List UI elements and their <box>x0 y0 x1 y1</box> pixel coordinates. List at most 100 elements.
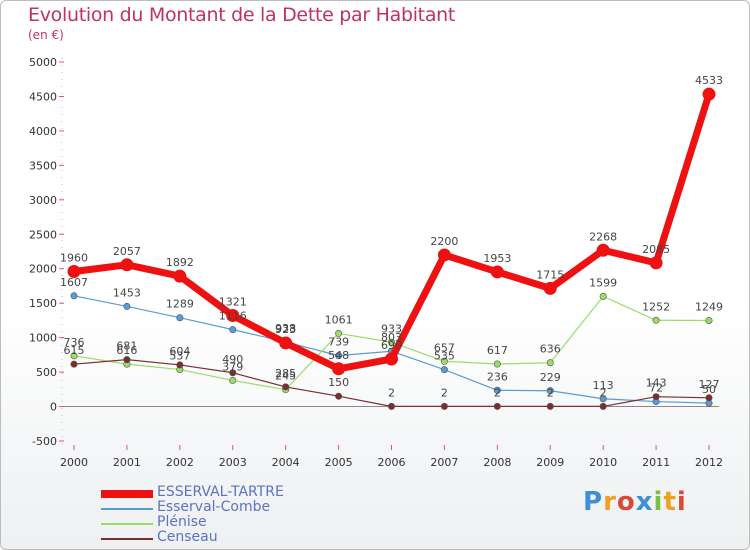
y-tick-label: 500 <box>36 366 57 379</box>
data-point <box>546 387 554 395</box>
x-tick-label: 2004 <box>272 456 300 469</box>
y-tick-label: 2000 <box>29 263 57 276</box>
data-point <box>599 402 607 410</box>
x-tick-label: 2001 <box>113 456 141 469</box>
data-label: 2 <box>600 386 607 399</box>
data-point <box>123 302 131 310</box>
data-label: 2 <box>547 386 554 399</box>
data-label: 113 <box>593 379 614 392</box>
data-point <box>493 386 501 394</box>
legend-swatch <box>101 523 153 525</box>
legend-label: Plénise <box>157 514 207 530</box>
data-label: 379 <box>222 360 243 373</box>
data-label: 1715 <box>536 268 564 281</box>
data-label: 1607 <box>60 276 88 289</box>
data-point <box>702 87 716 101</box>
y-tick-label: 1000 <box>29 332 57 345</box>
data-label: 615 <box>64 344 85 357</box>
data-label: 1252 <box>642 300 670 313</box>
data-label: 803 <box>381 331 402 344</box>
x-tick-label: 2011 <box>642 456 670 469</box>
data-point <box>546 402 554 410</box>
data-point <box>387 402 395 410</box>
data-label: 72 <box>649 382 663 395</box>
data-label: 2085 <box>642 243 670 256</box>
data-label: 739 <box>328 336 349 349</box>
legend: ESSERVAL-TARTRE Esserval-Combe Plénise Cens… <box>101 484 401 547</box>
data-label: 229 <box>540 371 561 384</box>
data-label: 285 <box>275 367 296 380</box>
data-point <box>176 314 184 322</box>
data-point <box>546 359 554 367</box>
data-point <box>335 329 343 337</box>
data-point <box>282 383 290 391</box>
data-point <box>279 336 293 350</box>
data-label: 1953 <box>483 252 511 265</box>
data-label: 2268 <box>589 230 617 243</box>
data-point <box>440 402 448 410</box>
data-point <box>705 394 713 402</box>
data-point <box>649 256 663 270</box>
data-label: 490 <box>222 353 243 366</box>
data-label: 604 <box>169 345 190 358</box>
y-tick-label: 4500 <box>29 90 57 103</box>
data-label: 1599 <box>589 276 617 289</box>
data-point <box>387 338 395 346</box>
proxiti-logo: Proxiti <box>583 487 687 517</box>
data-point <box>335 352 343 360</box>
data-point <box>123 356 131 364</box>
data-label: 548 <box>328 349 349 362</box>
legend-label: ESSERVAL-TARTRE <box>157 484 284 500</box>
x-tick-label: 2000 <box>60 456 88 469</box>
data-label: 2 <box>494 386 501 399</box>
data-point <box>705 316 713 324</box>
data-point <box>229 376 237 384</box>
data-label: 2 <box>441 386 448 399</box>
data-label: 150 <box>328 376 349 389</box>
legend-label: Censeau <box>157 529 218 545</box>
legend-swatch <box>101 490 153 498</box>
data-point <box>70 352 78 360</box>
y-tick-label: 0 <box>50 401 57 414</box>
data-label: 933 <box>381 322 402 335</box>
data-point <box>120 258 134 272</box>
data-label: 690 <box>381 339 402 352</box>
data-label: 50 <box>702 383 716 396</box>
legend-swatch <box>101 538 153 540</box>
data-label: 143 <box>646 377 667 390</box>
y-tick-label: 1500 <box>29 297 57 310</box>
data-label: 1249 <box>695 300 723 313</box>
data-label: 2057 <box>113 245 141 258</box>
legend-item: Esserval-Combe <box>101 499 401 517</box>
data-label: 4533 <box>695 74 723 87</box>
legend-label: Esserval-Combe <box>157 499 271 515</box>
data-point <box>596 243 610 257</box>
data-label: 636 <box>540 343 561 356</box>
data-label: 681 <box>116 340 137 353</box>
chart-subtitle: (en €) <box>28 28 64 42</box>
data-label: 245 <box>275 370 296 383</box>
data-label: 2200 <box>430 235 458 248</box>
legend-item: Censeau <box>101 529 401 547</box>
data-point <box>173 269 187 283</box>
data-label: 616 <box>116 344 137 357</box>
legend-item: Plénise <box>101 514 401 532</box>
legend-swatch <box>101 508 153 510</box>
data-point <box>229 369 237 377</box>
data-point <box>543 281 557 295</box>
data-point <box>226 309 240 323</box>
data-point <box>599 395 607 403</box>
x-tick-label: 2009 <box>536 456 564 469</box>
x-tick-label: 2012 <box>695 456 723 469</box>
data-label: 537 <box>169 350 190 363</box>
data-label: 1321 <box>219 296 247 309</box>
chart-title: Evolution du Montant de la Dette par Hab… <box>28 4 456 26</box>
data-label: 938 <box>275 322 296 335</box>
data-point <box>229 326 237 334</box>
data-point <box>437 248 451 262</box>
x-tick-label: 2003 <box>219 456 247 469</box>
data-label: 1453 <box>113 286 141 299</box>
data-label: 1960 <box>60 251 88 264</box>
data-point <box>332 362 346 376</box>
data-label: 535 <box>434 350 455 363</box>
